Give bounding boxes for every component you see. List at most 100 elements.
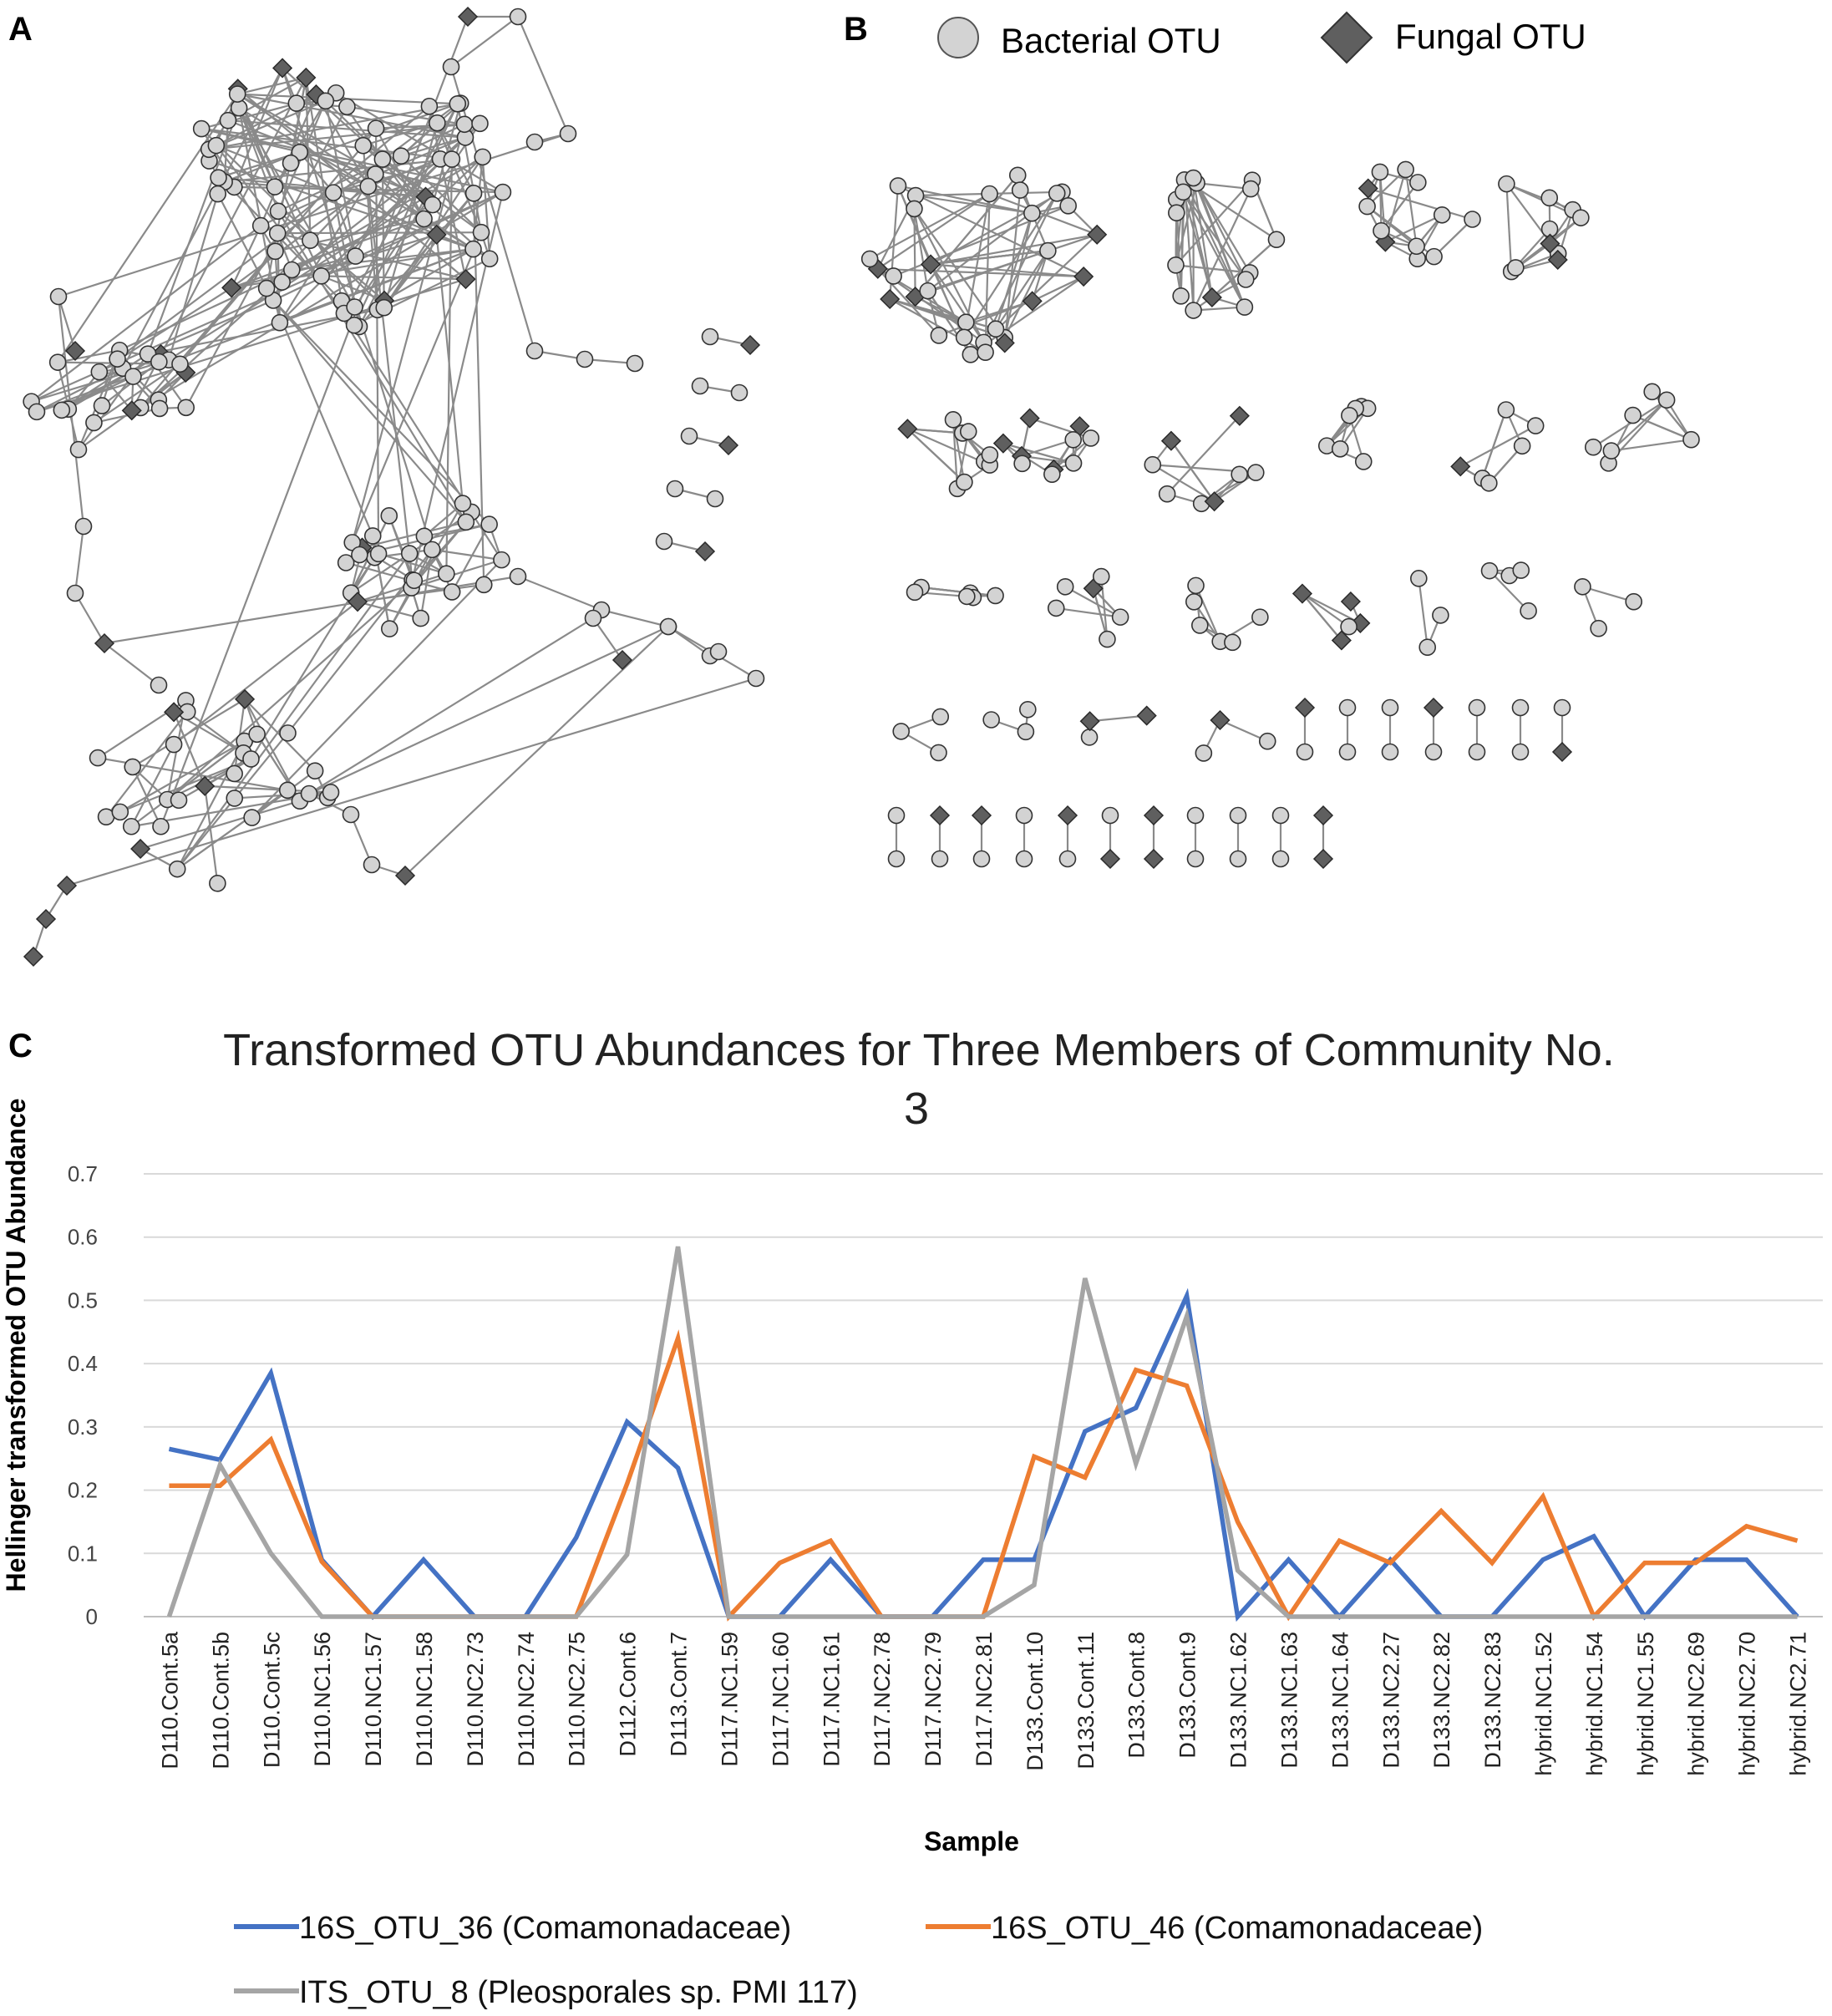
network-b-edge <box>1032 276 1084 302</box>
network-a-edge <box>227 119 466 139</box>
network-a-edge <box>231 225 262 288</box>
network-a-edge <box>231 185 369 289</box>
network-b-bacterial-node <box>1191 617 1209 634</box>
network-a-edge <box>208 99 327 150</box>
chart-gridlines <box>144 1173 1823 1617</box>
network-a-bacterial-node <box>210 169 227 186</box>
network-b-bacterial-node <box>1017 723 1035 741</box>
x-tick-label: D110.Cont.5a <box>157 1631 182 1770</box>
network-a-bacterial-node <box>701 328 719 346</box>
network-b-edge <box>1302 592 1361 624</box>
x-tick-label: D133.Cont.10 <box>1023 1632 1048 1771</box>
network-a-edge <box>238 107 356 308</box>
network-b-bacterial-node <box>1572 209 1590 226</box>
network-a-bacterial-node <box>400 545 419 562</box>
network-b-edge <box>963 192 1058 338</box>
network-a-bacterial-node <box>367 119 385 137</box>
network-b-bacterial-node <box>1015 806 1033 825</box>
network-b-bacterial-node <box>1590 619 1607 637</box>
bacterial-otu-legend-icon <box>937 17 979 58</box>
network-b-bacterial-node <box>1043 465 1061 483</box>
network-a-edge <box>116 103 459 360</box>
network-b-bacterial-node <box>1624 406 1642 424</box>
network-b-edge <box>930 263 1084 278</box>
network-a-bacterial-node <box>111 803 129 821</box>
network-b-bacterial-node <box>1064 454 1083 472</box>
bacterial-otu-legend-label: Bacterial OTU <box>1001 21 1221 60</box>
network-a-edge <box>104 642 160 686</box>
network-b-bacterial-node <box>987 587 1004 605</box>
network-b-bacterial-node <box>1229 806 1247 825</box>
network-a-edge <box>105 711 189 818</box>
network-a-edge <box>349 814 373 866</box>
network-b-fungal-node <box>1551 741 1573 763</box>
network-a-bacterial-node <box>354 136 373 155</box>
network-b-edge <box>1003 250 1049 338</box>
network-b-bacterial-node <box>1358 197 1376 216</box>
network-b-bacterial-node <box>1224 633 1241 652</box>
network-a-bacterial-node <box>283 261 301 279</box>
network-a-bacterial-node <box>342 805 360 824</box>
network-b-edge <box>982 192 1058 343</box>
network-a-edge <box>236 76 307 95</box>
network-a-bacterial-node <box>337 554 355 571</box>
network-b-bacterial-node <box>930 744 947 762</box>
network-a-bacterial-node <box>442 58 460 76</box>
network-a-fungal-node <box>35 908 57 930</box>
network-a-bacterial-node <box>251 216 270 235</box>
network-a-edge <box>185 106 348 409</box>
network-a-bacterial-node <box>192 119 211 138</box>
network-b-bacterial-node <box>962 346 980 363</box>
network-b-edge <box>1489 570 1530 612</box>
network-b-edge <box>1611 399 1667 452</box>
network-b-edge <box>1064 586 1121 618</box>
network-b-bacterial-node <box>1187 576 1205 595</box>
network-a-fungal-node <box>612 649 633 671</box>
network-a-bacterial-node <box>89 749 107 767</box>
network-a-bacterial-node <box>177 399 195 417</box>
network-a-bacterial-node <box>168 860 186 878</box>
network-a-edge <box>227 119 426 198</box>
network-b-fungal-node <box>1331 630 1352 651</box>
network-a-bacterial-node <box>415 210 433 228</box>
network-b-bacterial-node <box>1023 204 1041 222</box>
network-b-bacterial-node <box>1241 180 1260 198</box>
network-a-bacterial-node <box>209 185 227 203</box>
network-b-bacterial-node <box>1341 406 1358 424</box>
network-b-bacterial-node <box>906 583 924 602</box>
network-b-bacterial-node <box>1186 850 1205 868</box>
network-a-bacterial-node <box>449 94 467 113</box>
network-b-bacterial-node <box>1168 204 1185 222</box>
network-a-bacterial-node <box>150 399 169 418</box>
network-b-bacterial-node <box>889 177 907 195</box>
x-tick-label: D133.Cont.8 <box>1124 1632 1149 1759</box>
network-a-bacterial-node <box>455 115 474 134</box>
network-a-bacterial-node <box>226 764 243 783</box>
network-b-bacterial-node <box>944 411 962 429</box>
network-b-bacterial-node <box>1011 181 1029 199</box>
network-legend: Bacterial OTU Fungal OTU <box>937 11 1586 64</box>
x-tick-label: D110.Cont.5c <box>259 1632 284 1768</box>
network-a-bacterial-node <box>655 532 673 551</box>
network-b-bacterial-node <box>957 313 975 331</box>
network-a-bacterial-node <box>359 177 378 196</box>
network-b-fungal-node <box>971 805 992 826</box>
network-a-fungal-node <box>121 400 142 421</box>
network-b-bacterial-node <box>1236 271 1255 288</box>
network-a-bacterial-node <box>584 609 602 627</box>
network-b-fungal-node <box>1540 233 1560 254</box>
network-a-edge <box>383 248 474 302</box>
network-b-edge <box>1196 182 1251 190</box>
network-a-bacterial-node <box>93 397 111 414</box>
network-b-bacterial-node <box>1111 608 1129 626</box>
network-b-bacterial-node <box>1338 743 1357 761</box>
network-a-bacterial-node <box>124 368 142 385</box>
network-a-bacterial-node <box>363 856 381 874</box>
network-a-bacterial-node <box>278 781 297 800</box>
network-a-edge <box>432 156 484 206</box>
network-b-bacterial-node <box>1064 431 1083 449</box>
network-b-bacterial-node <box>1418 638 1437 656</box>
network-a-edge <box>166 579 415 800</box>
network-b-edge <box>1366 206 1418 247</box>
network-a-bacterial-node <box>219 111 237 129</box>
